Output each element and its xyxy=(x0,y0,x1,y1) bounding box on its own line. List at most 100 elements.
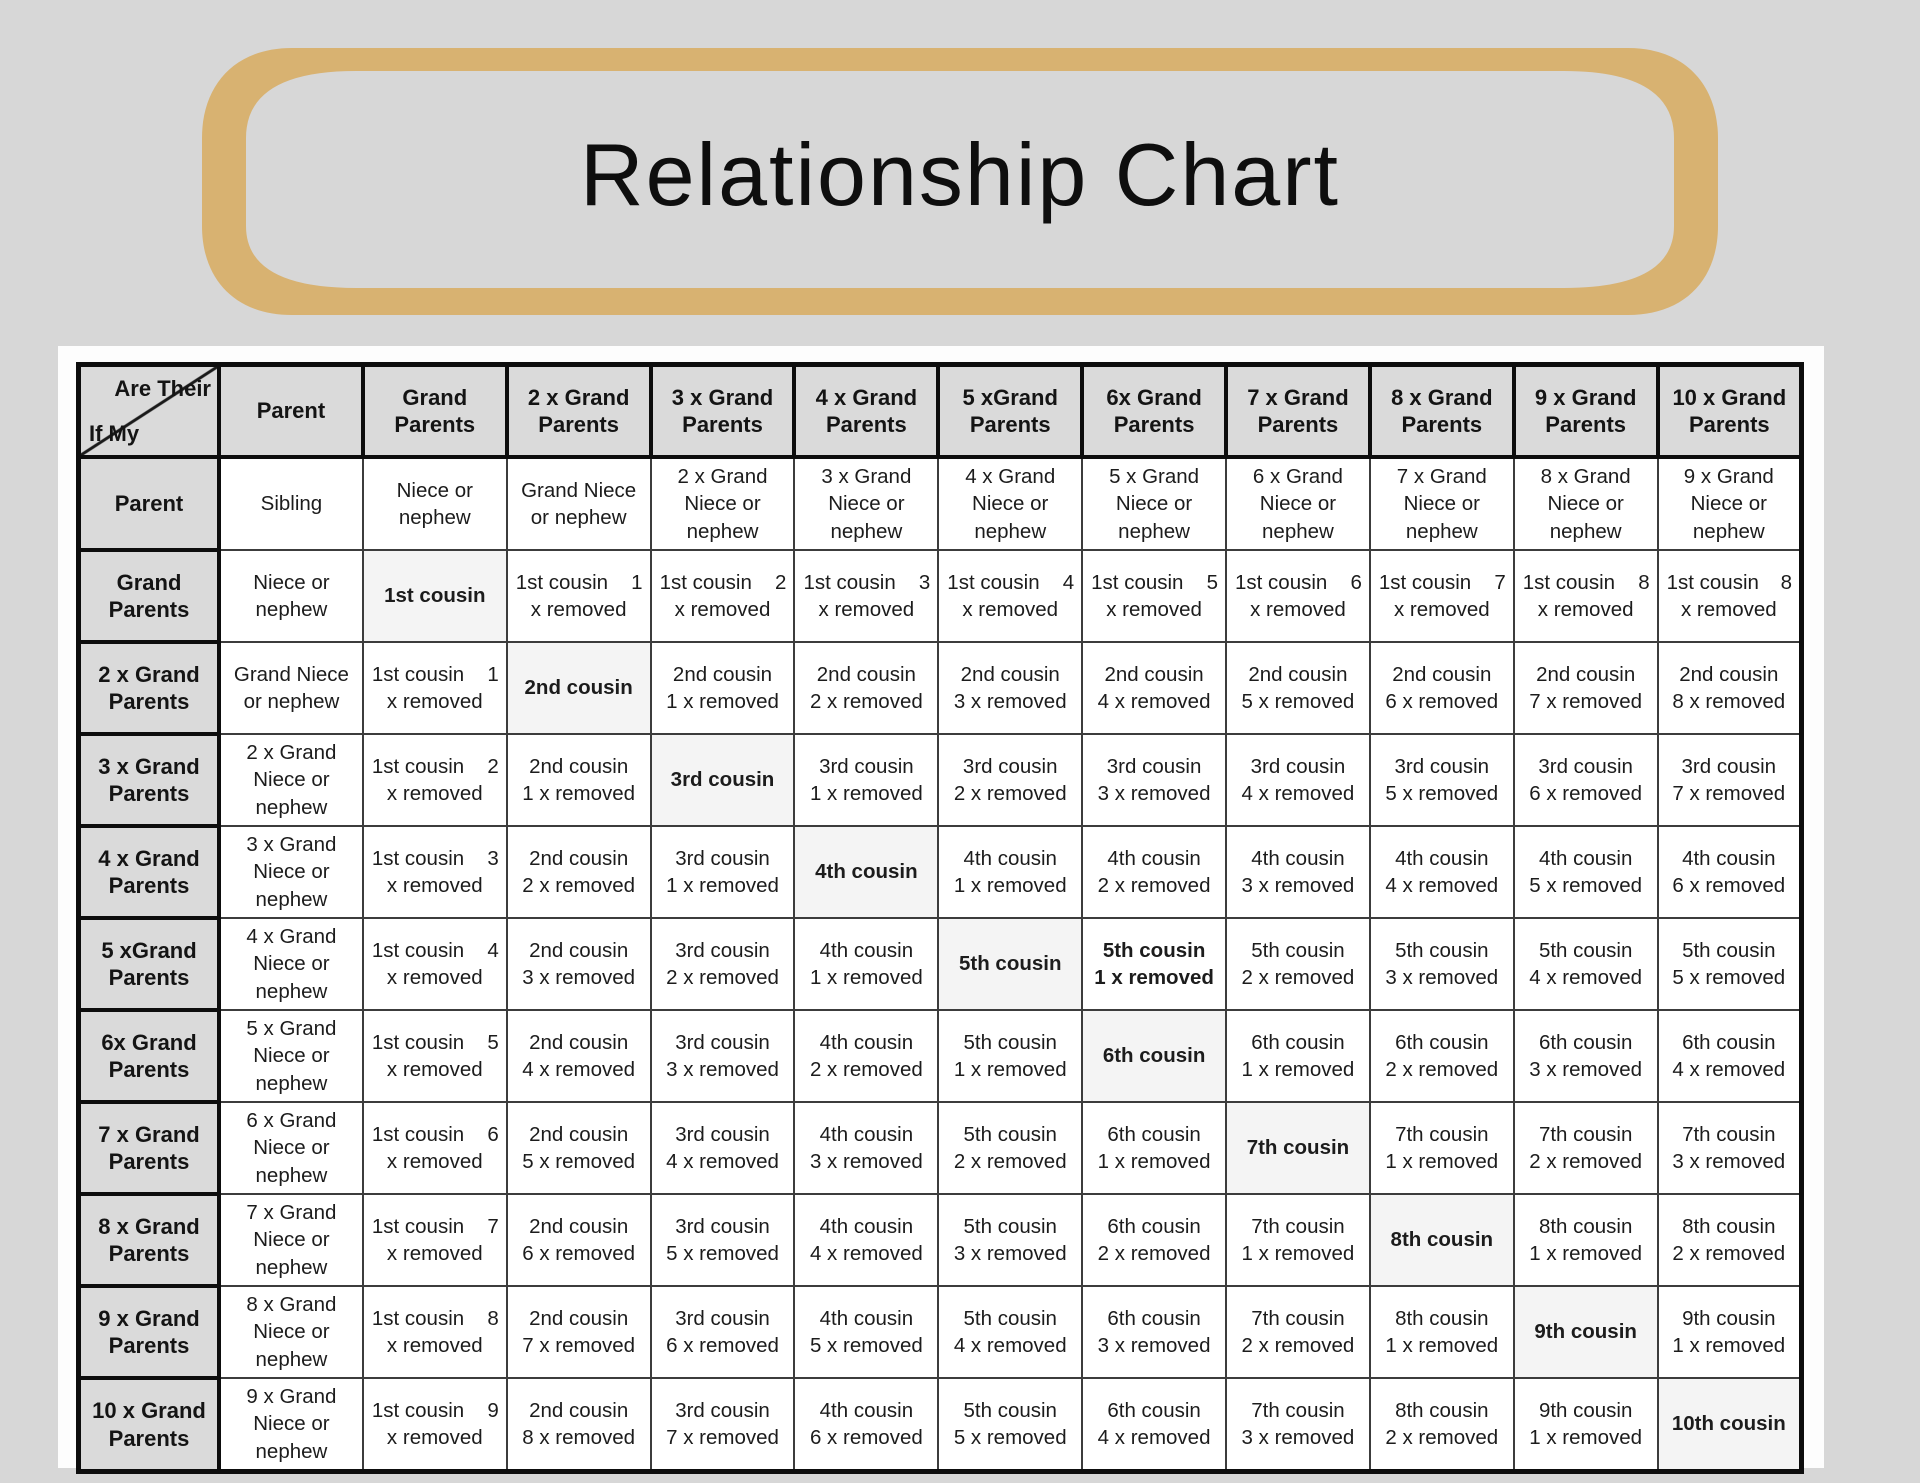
relationship-cell: 1st cousin 8 x removed xyxy=(1512,549,1659,643)
cell-line-1: 4th cousin xyxy=(799,1121,933,1148)
cell-line-1: 8th cousin xyxy=(1663,1213,1795,1240)
relationship-cell: 3rd cousin 1 x removed xyxy=(649,825,796,919)
cell-line-2: 1 x removed xyxy=(1241,1058,1355,1081)
col-header-2-x-grand-parents: 2 x Grand Parents xyxy=(504,362,653,459)
relationship-cell: 2nd cousin 8 x removed xyxy=(505,1377,652,1473)
row-header-8-x-grand-parents: 8 x Grand Parents xyxy=(76,1192,221,1288)
cell-line-1: 7th cousin xyxy=(1231,1134,1365,1161)
cell-text: Grand Niece or nephew xyxy=(521,478,637,529)
cell-text: 3rd cousin xyxy=(675,1030,770,1054)
relationship-cell: 4th cousin 5 x removed xyxy=(793,1285,940,1379)
corner-label-are-their: Are Their xyxy=(114,376,211,401)
cell-text: 6th cousin xyxy=(1395,1030,1489,1054)
relationship-cell: 5th cousin 1 x removed xyxy=(937,1009,1084,1103)
cell-text: 3rd cousin xyxy=(1394,754,1490,778)
cell-line-2: x removed xyxy=(386,1150,483,1173)
table-row: 3 x Grand Parents 2 x Grand Niece or neph… xyxy=(76,732,1803,828)
cell-line-1: 3rd cousin xyxy=(943,753,1077,780)
table-row: 5 xGrand Parents 4 x Grand Niece or nephe… xyxy=(76,916,1803,1012)
relationship-cell: 8 x Grand Niece or nephew xyxy=(1512,456,1659,551)
cell-line-2: 1 x removed xyxy=(1385,1334,1499,1357)
cell-line-2: 2 x removed xyxy=(809,1058,923,1081)
cell-text: 1st cousin xyxy=(1235,570,1328,594)
relationship-cell: Grand Niece or nephew xyxy=(505,456,652,551)
relationship-cell: 3 x Grand Niece or nephew xyxy=(218,825,364,919)
cell-line-1: 3rd cousin xyxy=(1087,753,1221,780)
cell-line-1: 6th cousin xyxy=(1087,1397,1221,1424)
relationship-cell: 4th cousin 6 x removed xyxy=(793,1377,940,1473)
cell-text: Grand Niece or nephew xyxy=(233,662,349,713)
row-header-2-x-grand-parents: 2 x Grand Parents xyxy=(76,640,221,736)
cell-text: 5th cousin xyxy=(1395,938,1489,962)
cell-text: 9th cousin xyxy=(1534,1320,1637,1344)
cell-line-1: 1st cousin 4 xyxy=(368,937,502,964)
relationship-cell: 4th cousin 5 x removed xyxy=(1512,825,1659,919)
relationship-cell: 9th cousin 1 x removed xyxy=(1656,1285,1803,1379)
cell-line-1: 5th cousin xyxy=(943,1121,1077,1148)
cell-line-1: 6 x Grand Niece or nephew xyxy=(225,1107,358,1188)
cell-line-1: 6th cousin xyxy=(1087,1305,1221,1332)
cell-line-2: x removed xyxy=(530,598,627,621)
cell-line-1: 6th cousin xyxy=(1663,1029,1795,1056)
cell-line-2: 3 x removed xyxy=(1672,1150,1786,1173)
cell-line-1: 5th cousin xyxy=(943,1213,1077,1240)
cell-line-2: 2 x removed xyxy=(1097,1242,1211,1265)
cell-text: 3rd cousin xyxy=(1250,754,1346,778)
row-header-9-x-grand-parents: 9 x Grand Parents xyxy=(76,1284,221,1380)
cell-line-1: 3rd cousin xyxy=(799,753,933,780)
cell-line-1: 2nd cousin xyxy=(512,1397,646,1424)
cell-line-1: 7th cousin xyxy=(1663,1121,1795,1148)
cell-line-1: 2 x Grand Niece or nephew xyxy=(656,463,790,544)
cell-line-1: 2nd cousin xyxy=(943,661,1077,688)
relationship-cell: 4th cousin 1 x removed xyxy=(793,917,940,1011)
cell-line-1: 2nd cousin xyxy=(512,1305,646,1332)
cell-text: 7th cousin xyxy=(1538,1122,1633,1146)
cell-text: 1st cousin xyxy=(371,938,465,962)
relationship-cell: 6th cousin 1 x removed xyxy=(1225,1009,1371,1103)
cell-text: 6th cousin xyxy=(1107,1214,1201,1238)
plaque-frame xyxy=(202,48,1718,315)
cell-line-2: 1 x removed xyxy=(522,782,636,805)
relationship-cell: 7th cousin 1 x removed xyxy=(1368,1101,1515,1195)
relationship-cell: 6th cousin 2 x removed xyxy=(1081,1193,1228,1287)
cell-text: 2nd cousin xyxy=(960,662,1060,686)
cell-line-1: 2nd cousin xyxy=(512,674,646,701)
cell-line-1: 6 x Grand Niece or nephew xyxy=(1231,463,1365,544)
relationship-cell: 4th cousin 4 x removed xyxy=(1368,825,1515,919)
row-header-10-x-grand-parents: 10 x Grand Parents xyxy=(76,1376,221,1474)
cell-line-1: 2nd cousin xyxy=(512,753,646,780)
cell-line-1: 4th cousin xyxy=(799,1305,933,1332)
relationship-cell: 1st cousin 6 x removed xyxy=(361,1101,508,1195)
col-header-10-x-grand-parents: 10 x Grand Parents xyxy=(1655,362,1804,459)
cell-text: 10th cousin xyxy=(1671,1412,1786,1436)
cell-text: 7th cousin xyxy=(1395,1122,1489,1146)
cell-text: 8 x Grand Niece or nephew xyxy=(246,1293,337,1371)
cell-line-2: 1 x removed xyxy=(809,966,923,989)
cell-line-1: 9 x Grand Niece or nephew xyxy=(225,1383,358,1464)
cell-text: 3 x Grand Niece or nephew xyxy=(821,465,912,543)
cell-line-2: x removed xyxy=(386,966,483,989)
table-row: 6x Grand Parents 5 x Grand Niece or nephe… xyxy=(76,1008,1803,1104)
cell-line-1: 9th cousin xyxy=(1663,1305,1795,1332)
cell-line-1: 4th cousin xyxy=(799,1397,933,1424)
chart-sheet: Are Their If My Parent Grand Parents 2 x Gra… xyxy=(58,346,1824,1474)
cell-text: 4th cousin xyxy=(963,846,1057,870)
cell-line-2: 3 x removed xyxy=(666,1058,779,1081)
relationship-cell: 6 x Grand Niece or nephew xyxy=(218,1101,364,1195)
cell-line-1: 9th cousin xyxy=(1519,1318,1653,1345)
relationship-cell: 6th cousin 3 x removed xyxy=(1512,1009,1659,1103)
cell-text: 5th cousin xyxy=(1682,938,1776,962)
cell-text: 1st cousin xyxy=(515,570,609,594)
cell-line-1: 1st cousin 6 xyxy=(368,1121,502,1148)
cell-line-1: 8th cousin xyxy=(1375,1226,1509,1253)
relationship-cell: 8th cousin 2 x removed xyxy=(1656,1193,1803,1287)
cell-removed-count: 1 xyxy=(631,570,643,594)
cell-line-2: 6 x removed xyxy=(522,1242,636,1265)
relationship-cell: 6th cousin 1 x removed xyxy=(1081,1101,1228,1195)
cell-text: 1st cousin xyxy=(371,1398,465,1422)
cell-line-2: 7 x removed xyxy=(1672,782,1786,805)
cell-line-1: 3rd cousin xyxy=(656,937,790,964)
cell-removed-count: 3 xyxy=(918,570,931,594)
col-header-3-x-grand-parents: 3 x Grand Parents xyxy=(648,362,797,459)
cell-text: 1st cousin xyxy=(1378,570,1472,594)
